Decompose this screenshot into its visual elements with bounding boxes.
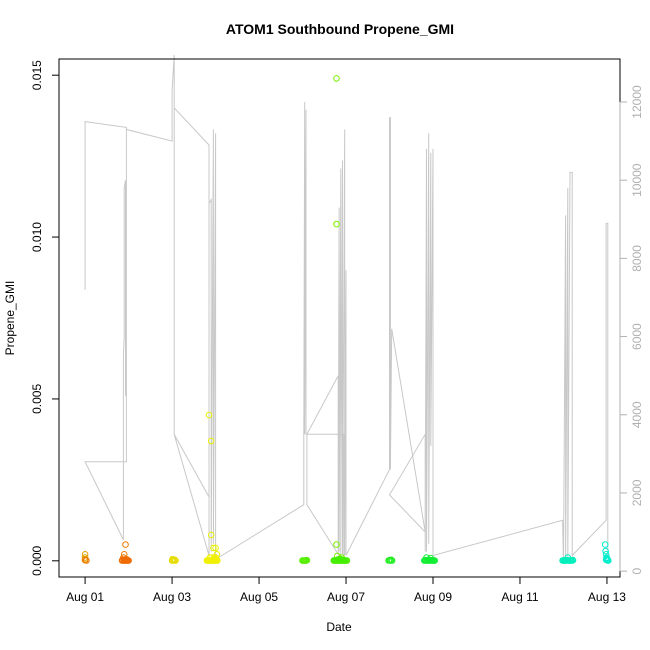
chart-title: ATOM1 Southbound Propene_GMI	[226, 21, 454, 37]
y-tick-label: 0.015	[30, 60, 44, 90]
data-point	[388, 557, 396, 564]
data-point	[122, 541, 129, 548]
data-point	[212, 544, 219, 552]
altitude-line-layer	[84, 55, 609, 566]
x-tick-label: Aug 01	[66, 590, 104, 604]
scatter-points-layer	[81, 75, 612, 564]
data-point	[388, 556, 395, 564]
data-point	[172, 557, 179, 564]
y2-tick-label: 6000	[630, 323, 644, 350]
data-point	[124, 556, 131, 564]
data-point	[207, 531, 215, 539]
y2-axis: 0 2000 4000 6000 8000 10000 12000	[619, 85, 644, 574]
data-point	[210, 544, 217, 552]
x-axis-label: Date	[326, 620, 352, 634]
x-tick-label: Aug 05	[240, 590, 278, 604]
y2-tick-label: 12000	[630, 85, 644, 119]
y-axis-label: Propene_GMI	[3, 281, 17, 356]
y-tick-label: 0.000	[30, 545, 44, 575]
y2-tick-label: 10000	[630, 163, 644, 197]
data-point	[569, 556, 577, 564]
data-point	[427, 554, 435, 562]
data-point	[564, 554, 572, 561]
data-point	[121, 556, 128, 563]
data-point	[343, 557, 351, 564]
x-tick-label: Aug 13	[588, 590, 626, 604]
data-point	[169, 555, 176, 563]
y-tick-label: 0.005	[30, 384, 44, 414]
altitude-line	[84, 55, 609, 566]
x-axis: Aug 01 Aug 03 Aug 05 Aug 07 Aug 09 Aug 11 Aug …	[66, 576, 626, 604]
data-point	[333, 75, 340, 82]
y-axis: 0.000 0.005 0.010 0.015	[30, 60, 60, 576]
data-point	[602, 547, 609, 555]
data-point	[213, 551, 221, 558]
data-point	[423, 554, 430, 561]
data-point	[119, 556, 126, 564]
y2-tick-label: 2000	[630, 479, 644, 506]
data-point	[339, 556, 347, 564]
data-point	[208, 554, 215, 561]
data-point	[207, 437, 215, 445]
x-tick-label: Aug 09	[414, 590, 452, 604]
data-point	[205, 411, 213, 419]
x-tick-label: Aug 11	[501, 590, 538, 604]
data-point	[601, 541, 609, 548]
data-point	[602, 556, 610, 564]
data-point	[333, 541, 340, 548]
y2-tick-label: 0	[630, 567, 644, 574]
y-tick-label: 0.010	[30, 222, 44, 252]
data-point	[333, 220, 340, 228]
y2-tick-label: 8000	[630, 245, 644, 272]
x-tick-label: Aug 03	[153, 590, 191, 604]
data-point	[83, 557, 90, 564]
y2-tick-label: 4000	[630, 401, 644, 428]
data-point	[212, 554, 219, 561]
x-tick-label: Aug 07	[327, 590, 365, 604]
data-point	[303, 556, 311, 564]
